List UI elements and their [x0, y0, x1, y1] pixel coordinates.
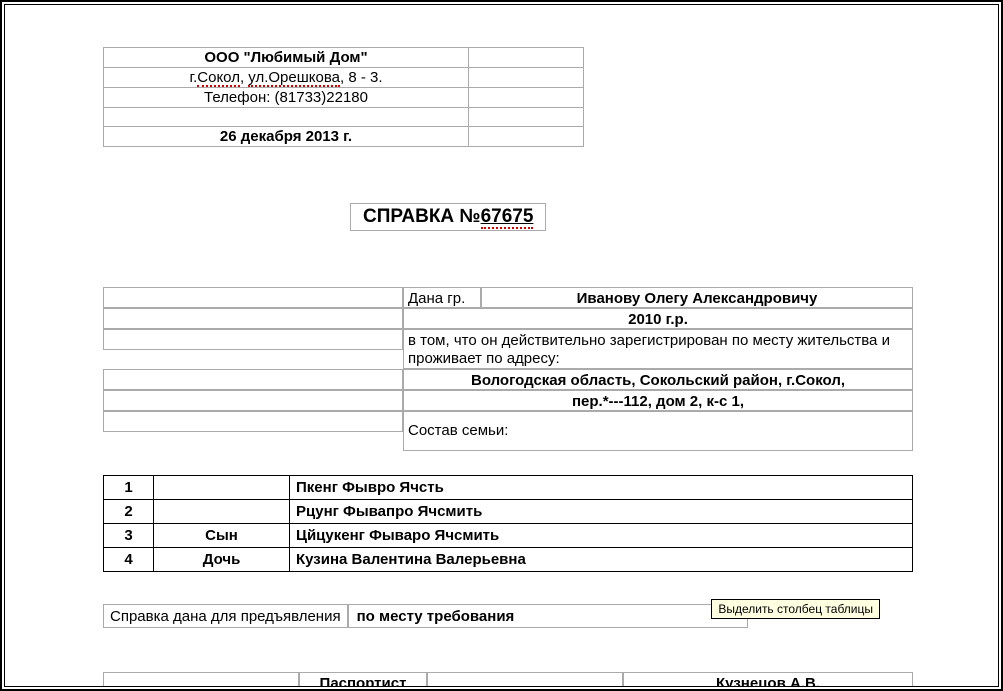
family-relation: Дочь	[154, 548, 290, 572]
header-empty-2	[469, 68, 584, 88]
family-relation	[154, 476, 290, 500]
family-label-text: Состав семьи:	[408, 412, 508, 450]
table-row: 4ДочьКузина Валентина Валерьевна	[104, 548, 913, 572]
sign-space	[427, 672, 623, 687]
table-row: 3СынЦйцукенг Фываро Ячсмить	[104, 524, 913, 548]
family-relation	[154, 500, 290, 524]
document-title: СПРАВКА №67675	[350, 203, 546, 231]
given-pad-3	[103, 329, 403, 350]
org-address: г.Сокол, ул.Орешкова, 8 - 3.	[104, 68, 469, 88]
family-num: 1	[104, 476, 154, 500]
family-name: Пкенг Фывро Ячсть	[290, 476, 913, 500]
given-pad-1	[103, 287, 403, 308]
org-phone: Телефон: (81733)22180	[104, 88, 469, 108]
document-date: 26 декабря 2013 г.	[104, 127, 469, 147]
sign-pad	[103, 672, 299, 687]
sign-name: Кузнецов А.В.	[623, 672, 913, 687]
header-empty-1	[469, 48, 584, 68]
org-name: ООО "Любимый Дом"	[104, 48, 469, 68]
title-row: СПРАВКА №67675	[103, 203, 913, 231]
family-name: Цйцукенг Фываро Ячсмить	[290, 524, 913, 548]
page-frame: ООО "Любимый Дом" г.Сокол, ул.Орешкова, …	[4, 4, 999, 687]
document: ООО "Любимый Дом" г.Сокол, ул.Орешкова, …	[103, 47, 913, 687]
purpose-value: по месту требования	[348, 604, 748, 628]
family-num: 4	[104, 548, 154, 572]
given-block: Дана гр. Иванову Олегу Александровичу 20…	[103, 287, 913, 451]
addr-city: Сокол	[197, 70, 240, 87]
header-table: ООО "Любимый Дом" г.Сокол, ул.Орешкова, …	[103, 47, 584, 147]
person-name: Иванову Олегу Александровичу	[481, 287, 913, 308]
header-empty-3	[469, 88, 584, 108]
family-num: 2	[104, 500, 154, 524]
given-pad-2	[103, 308, 403, 329]
family-name: Рцунг Фывапро Ячсмить	[290, 500, 913, 524]
registration-text: в том, что он действительно зарегистриро…	[403, 329, 913, 369]
tooltip: Выделить столбец таблицы	[711, 599, 880, 619]
person-birth: 2010 г.р.	[403, 308, 913, 329]
address-line-1: Вологодская область, Сокольский район, г…	[403, 369, 913, 390]
family-relation: Сын	[154, 524, 290, 548]
purpose-label: Справка дана для предъявления	[103, 604, 348, 628]
sign-role: Паспортист	[299, 672, 427, 687]
given-label: Дана гр.	[403, 287, 481, 308]
family-name: Кузина Валентина Валерьевна	[290, 548, 913, 572]
addr-suffix: , 8 - 3.	[340, 69, 383, 86]
addr-mid: ,	[240, 69, 248, 86]
title-label: СПРАВКА №	[363, 206, 481, 227]
family-num: 3	[104, 524, 154, 548]
signature-row: Паспортист Кузнецов А.В.	[103, 672, 913, 687]
table-row: 2 Рцунг Фывапро Ячсмить	[104, 500, 913, 524]
given-pad-4	[103, 369, 403, 390]
table-row: 1 Пкенг Фывро Ячсть	[104, 476, 913, 500]
header-empty-4	[104, 108, 469, 127]
header-empty-6	[469, 127, 584, 147]
header-empty-5	[469, 108, 584, 127]
addr-street: ул.Орешкова	[248, 70, 340, 87]
addr-prefix: г.	[189, 69, 197, 86]
given-pad-6	[103, 411, 403, 432]
window-frame: ООО "Любимый Дом" г.Сокол, ул.Орешкова, …	[0, 0, 1003, 691]
address-line-2: пер.*---112, дом 2, к-с 1,	[403, 390, 913, 411]
title-number: 67675	[481, 206, 534, 229]
given-pad-5	[103, 390, 403, 411]
family-label: Состав семьи:	[403, 411, 913, 451]
family-table: 1 Пкенг Фывро Ячсть 2 Рцунг Фывапро Ячсмить…	[103, 475, 913, 572]
